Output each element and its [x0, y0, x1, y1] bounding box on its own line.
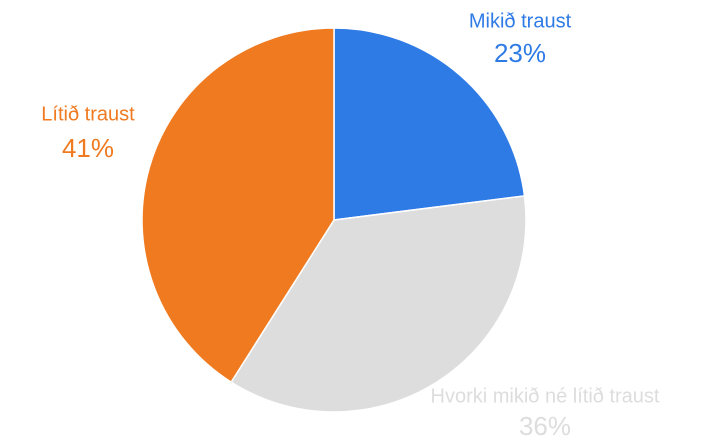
- slice-label: Hvorki mikið né lítið traust: [431, 385, 660, 407]
- pie-slice: [141, 27, 335, 384]
- slice-value-label: 41%: [62, 133, 114, 163]
- slice-label: Lítið traust: [41, 103, 135, 125]
- slice-value-label: 23%: [494, 38, 546, 68]
- slice-label: Mikið traust: [469, 10, 572, 32]
- slice-value-label: 36%: [519, 411, 571, 441]
- pie-slice: [230, 195, 527, 413]
- pie-slice: [333, 27, 526, 221]
